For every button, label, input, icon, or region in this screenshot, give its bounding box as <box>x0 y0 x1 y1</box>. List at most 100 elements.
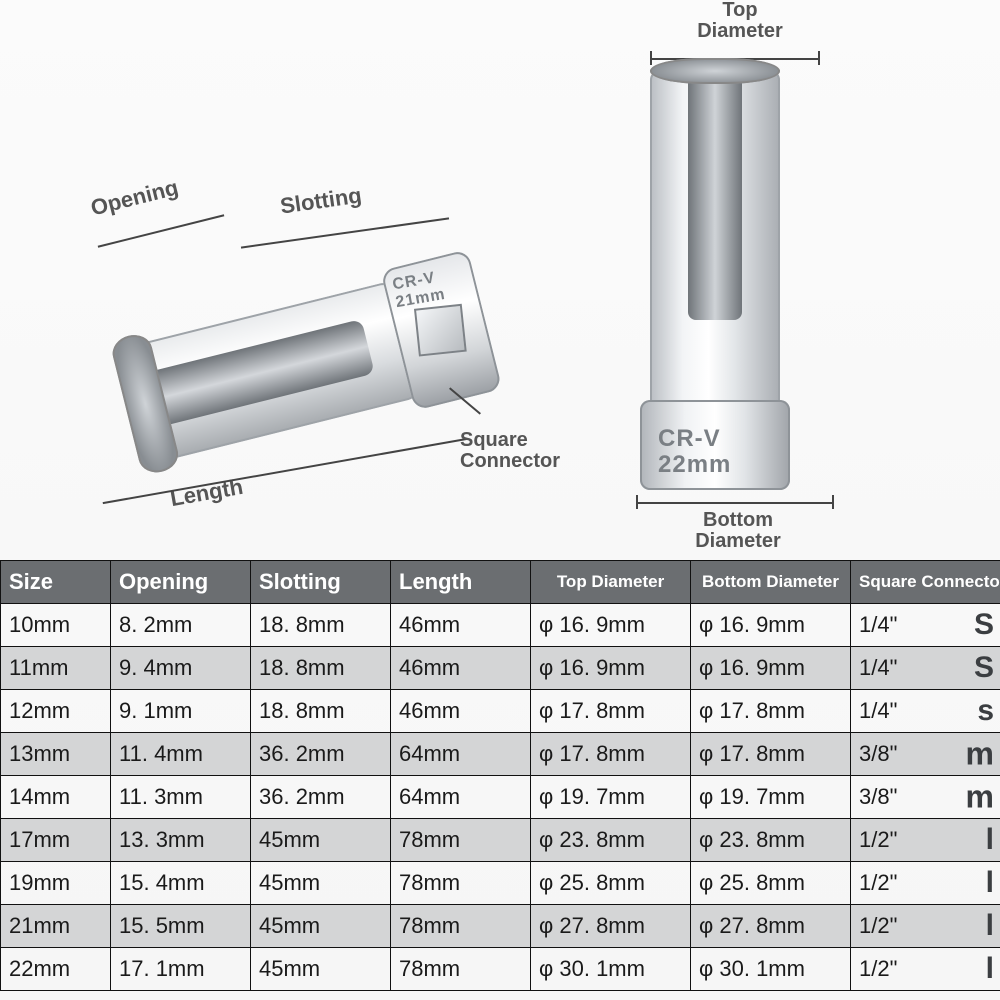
cell-connector: 3/8"m <box>851 733 1000 776</box>
cell: 9. 1mm <box>111 690 251 733</box>
table-row: 21mm15. 5mm45mm78mmφ 27. 8mmφ 27. 8mm1/2… <box>1 905 1000 948</box>
cell: 13mm <box>1 733 111 776</box>
cell: φ 30. 1mm <box>691 948 851 991</box>
dim-line <box>98 214 225 247</box>
cell: φ 19. 7mm <box>531 776 691 819</box>
cell: φ 23. 8mm <box>691 819 851 862</box>
dim-cap <box>818 51 820 65</box>
label-slotting: Slotting <box>279 182 364 219</box>
cell-connector: 1/4"s <box>851 690 1000 733</box>
socket-slot <box>688 70 742 320</box>
cell: 14mm <box>1 776 111 819</box>
cell: 46mm <box>391 604 531 647</box>
cell: 78mm <box>391 948 531 991</box>
cell: φ 19. 7mm <box>691 776 851 819</box>
table-row: 12mm9. 1mm18. 8mm46mmφ 17. 8mmφ 17. 8mm1… <box>1 690 1000 733</box>
dim-cap <box>832 495 834 509</box>
spec-table: Size Opening Slotting Length Top Diamete… <box>0 560 1000 991</box>
connector-size-suffix: S <box>974 651 994 685</box>
cell: φ 30. 1mm <box>531 948 691 991</box>
cell: φ 17. 8mm <box>691 733 851 776</box>
socket-horizontal: CR-V21mm <box>48 203 511 528</box>
col-length: Length <box>391 561 531 604</box>
connector-size-suffix: l <box>986 823 994 857</box>
cell: φ 17. 8mm <box>691 690 851 733</box>
cell: 15. 5mm <box>111 905 251 948</box>
engraving-line2: 22mm <box>658 451 731 478</box>
table-body: 10mm8. 2mm18. 8mm46mmφ 16. 9mmφ 16. 9mm1… <box>1 604 1000 991</box>
table-row: 14mm11. 3mm36. 2mm64mmφ 19. 7mmφ 19. 7mm… <box>1 776 1000 819</box>
cell: φ 17. 8mm <box>531 690 691 733</box>
cell: φ 25. 8mm <box>531 862 691 905</box>
connector-size-suffix: m <box>966 779 994 816</box>
table-row: 22mm17. 1mm45mm78mmφ 30. 1mmφ 30. 1mm1/2… <box>1 948 1000 991</box>
cell: 22mm <box>1 948 111 991</box>
cell: 45mm <box>251 905 391 948</box>
engraving-vertical: CR-V 22mm <box>658 426 731 479</box>
cell: 19mm <box>1 862 111 905</box>
col-bottom-diameter: Bottom Diameter <box>691 561 851 604</box>
cell: φ 27. 8mm <box>691 905 851 948</box>
label-bottom-diameter: BottomDiameter <box>678 510 798 552</box>
connector-size-suffix: m <box>966 736 994 773</box>
cell-connector: 1/2"l <box>851 905 1000 948</box>
cell: φ 16. 9mm <box>531 604 691 647</box>
cell: 64mm <box>391 733 531 776</box>
cell: 17mm <box>1 819 111 862</box>
cell: φ 16. 9mm <box>531 647 691 690</box>
table-header: Size Opening Slotting Length Top Diamete… <box>1 561 1000 604</box>
cell: 36. 2mm <box>251 733 391 776</box>
cell: 78mm <box>391 862 531 905</box>
table-row: 19mm15. 4mm45mm78mmφ 25. 8mmφ 25. 8mm1/2… <box>1 862 1000 905</box>
cell: 18. 8mm <box>251 604 391 647</box>
dim-line <box>636 502 834 504</box>
cell-connector: 1/2"l <box>851 862 1000 905</box>
page: TopDiameter CR-V 22mm BottomDiameter <box>0 0 1000 1000</box>
connector-size-suffix: l <box>986 952 994 986</box>
connector-size-suffix: l <box>986 866 994 900</box>
cell: φ 27. 8mm <box>531 905 691 948</box>
label-top-diameter: TopDiameter <box>680 0 800 42</box>
cell-connector: 3/8"m <box>851 776 1000 819</box>
cell: 45mm <box>251 948 391 991</box>
cell: 45mm <box>251 819 391 862</box>
cell: 78mm <box>391 905 531 948</box>
col-size: Size <box>1 561 111 604</box>
cell: 12mm <box>1 690 111 733</box>
table-row: 11mm9. 4mm18. 8mm46mmφ 16. 9mmφ 16. 9mm1… <box>1 647 1000 690</box>
square-connector-shape <box>414 304 467 357</box>
connector-size-suffix: s <box>977 694 994 728</box>
cell: 13. 3mm <box>111 819 251 862</box>
cell-connector: 1/2"l <box>851 948 1000 991</box>
cell: 11mm <box>1 647 111 690</box>
cell: φ 25. 8mm <box>691 862 851 905</box>
cell: 46mm <box>391 690 531 733</box>
cell-connector: 1/2"l <box>851 819 1000 862</box>
connector-size-suffix: S <box>974 608 994 642</box>
cell-connector: 1/4"S <box>851 604 1000 647</box>
cell: 8. 2mm <box>111 604 251 647</box>
cell: 36. 2mm <box>251 776 391 819</box>
cell: 18. 8mm <box>251 690 391 733</box>
cell: 9. 4mm <box>111 647 251 690</box>
col-opening: Opening <box>111 561 251 604</box>
cell-connector: 1/4"S <box>851 647 1000 690</box>
socket-vertical: CR-V 22mm <box>630 40 800 480</box>
connector-size-suffix: l <box>986 909 994 943</box>
dim-cap <box>636 495 638 509</box>
col-square-connector: Square Connector <box>851 561 1000 604</box>
col-top-diameter: Top Diameter <box>531 561 691 604</box>
cell: 17. 1mm <box>111 948 251 991</box>
cell: 11. 3mm <box>111 776 251 819</box>
table-row: 10mm8. 2mm18. 8mm46mmφ 16. 9mmφ 16. 9mm1… <box>1 604 1000 647</box>
cell: 78mm <box>391 819 531 862</box>
cell: 18. 8mm <box>251 647 391 690</box>
cell: 45mm <box>251 862 391 905</box>
cell: φ 16. 9mm <box>691 604 851 647</box>
cell: 46mm <box>391 647 531 690</box>
table-row: 13mm11. 4mm36. 2mm64mmφ 17. 8mmφ 17. 8mm… <box>1 733 1000 776</box>
diagram-area: TopDiameter CR-V 22mm BottomDiameter <box>0 0 1000 560</box>
cell: 64mm <box>391 776 531 819</box>
cell: φ 23. 8mm <box>531 819 691 862</box>
cell: 21mm <box>1 905 111 948</box>
